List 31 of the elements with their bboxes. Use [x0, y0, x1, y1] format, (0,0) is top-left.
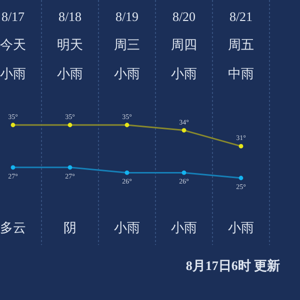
text: 周三 [114, 37, 140, 52]
x-tick-label: 8/18 [58, 9, 82, 24]
text: 8月17日6时 更新 [186, 258, 280, 273]
point [10, 122, 16, 128]
point [238, 176, 244, 180]
text: 小雨 [171, 66, 197, 81]
point [68, 122, 72, 128]
point [238, 144, 244, 148]
text: 多云 [0, 220, 26, 235]
x-tick-label: 8/19 [115, 9, 139, 24]
text: 周四 [171, 37, 197, 52]
point [10, 165, 16, 170]
point [182, 170, 186, 175]
text: 中雨 [228, 66, 254, 81]
text: 小雨 [0, 66, 26, 81]
text: 周五 [228, 37, 254, 52]
text: 小雨 [114, 220, 140, 235]
x-tick-label: 8/17 [1, 9, 26, 24]
x-tick-label: 8/21 [229, 9, 253, 24]
text: 小雨 [114, 66, 140, 81]
point [182, 128, 186, 132]
text: 小雨 [171, 220, 197, 235]
point [124, 122, 130, 128]
text: 小雨 [228, 220, 254, 235]
point [68, 165, 72, 170]
text: 今天 [0, 37, 26, 52]
point [124, 170, 130, 175]
x-tick-label: 8/20 [172, 9, 196, 24]
text: 阴 [64, 220, 76, 235]
text: 明天 [57, 37, 83, 52]
text: 小雨 [57, 66, 83, 81]
